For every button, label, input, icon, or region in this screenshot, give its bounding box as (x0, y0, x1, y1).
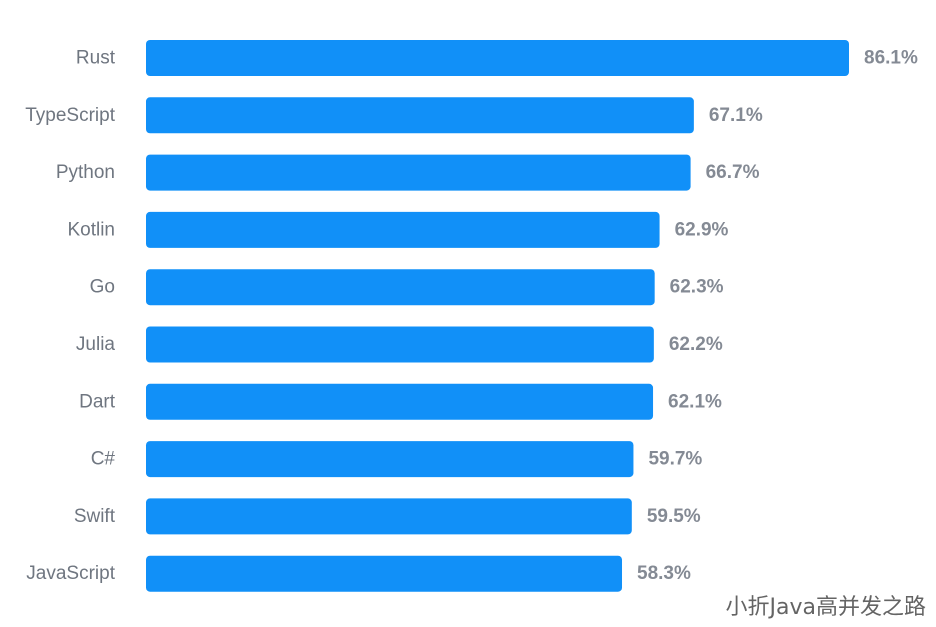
category-label-python: Python (56, 162, 115, 183)
category-label-typescript: TypeScript (25, 105, 115, 126)
watermark: 小折Java高并发之路 (725, 595, 926, 620)
category-label-c-: C# (91, 449, 116, 470)
value-label-go: 62.3% (670, 277, 724, 298)
category-label-javascript: JavaScript (26, 563, 115, 584)
value-label-swift: 59.5% (647, 506, 701, 527)
bar-rust (146, 40, 849, 76)
value-label-kotlin: 62.9% (675, 219, 729, 240)
bar-typescript (146, 97, 694, 134)
bar-swift (146, 498, 632, 535)
value-label-c-: 59.7% (648, 449, 702, 470)
category-label-swift: Swift (74, 506, 116, 527)
value-label-dart: 62.1% (668, 391, 722, 412)
bar-dart (146, 383, 654, 420)
bar-python (146, 154, 691, 191)
value-label-python: 66.7% (706, 162, 760, 183)
bar-c- (146, 441, 634, 478)
value-label-javascript: 58.3% (637, 563, 691, 584)
bar-kotlin (146, 211, 660, 248)
value-label-julia: 62.2% (669, 334, 723, 355)
value-label-typescript: 67.1% (709, 105, 763, 126)
bar-javascript (146, 555, 623, 592)
category-label-go: Go (90, 277, 115, 298)
value-label-rust: 86.1% (864, 48, 918, 69)
category-label-kotlin: Kotlin (67, 219, 115, 240)
category-label-rust: Rust (76, 48, 116, 69)
bar-julia (146, 326, 654, 363)
category-label-julia: Julia (76, 334, 116, 355)
category-label-dart: Dart (79, 391, 116, 412)
bar-go (146, 269, 655, 306)
